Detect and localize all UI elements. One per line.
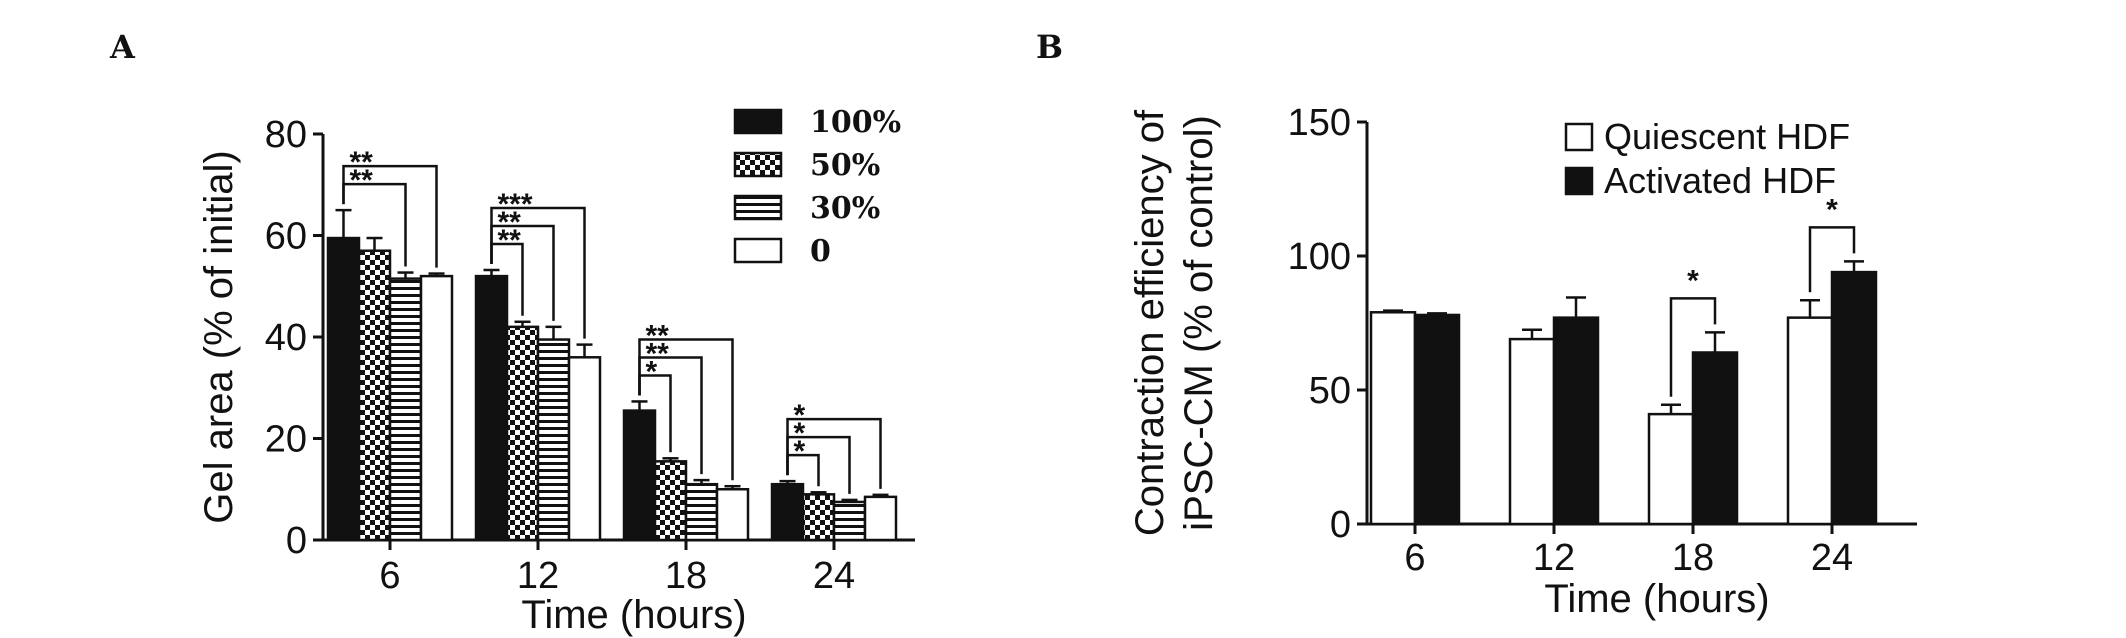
y-tick-label: 150 xyxy=(1288,102,1351,144)
y-tick-label: 100 xyxy=(1288,236,1351,278)
y-tick-label: 0 xyxy=(1330,504,1351,546)
bar xyxy=(1691,351,1739,526)
bar xyxy=(357,249,392,542)
bar xyxy=(715,488,750,542)
y-tick-label: 50 xyxy=(1309,370,1351,412)
bar xyxy=(1786,316,1834,526)
bar xyxy=(474,274,509,542)
y-tick-label: 60 xyxy=(265,216,307,258)
y-axis-title-line1: Contraction efficiency of xyxy=(1128,109,1172,536)
significance-bracket xyxy=(1808,226,1856,293)
significance-bracket xyxy=(638,374,672,453)
legend-label: 50% xyxy=(810,148,880,183)
x-axis-title: Time (hours) xyxy=(1544,577,1769,621)
y-tick-label: 20 xyxy=(265,419,307,461)
y-axis-title-line2: iPSC-CM (% of control) xyxy=(1177,115,1221,531)
x-tick-label: 12 xyxy=(517,555,559,597)
legend-swatch xyxy=(733,237,783,264)
legend-swatch xyxy=(1564,166,1594,196)
bar xyxy=(801,493,836,542)
x-tick-label: 24 xyxy=(1811,537,1853,579)
significance-label: * xyxy=(794,399,806,432)
legend-swatch xyxy=(1564,122,1594,152)
significance-bracket xyxy=(342,182,407,267)
legend-label: 100% xyxy=(810,105,901,140)
bar xyxy=(567,356,602,542)
x-tick-label: 12 xyxy=(1533,537,1575,579)
significance-label: ** xyxy=(350,164,374,197)
legend-label: 0 xyxy=(810,234,831,269)
significance-label: * xyxy=(1687,264,1699,297)
x-tick-label: 18 xyxy=(1672,537,1714,579)
panel-b-chart: B 0 50 100 150 6 12 18 24 * * Contraction efficienc… xyxy=(1036,28,1917,621)
x-axis-title: Time (hours) xyxy=(521,593,746,637)
legend-label: Quiescent HDF xyxy=(1604,116,1850,157)
x-tick-label: 24 xyxy=(813,555,855,597)
significance-bracket xyxy=(1669,297,1717,397)
significance-bracket xyxy=(490,242,524,316)
bar xyxy=(536,338,571,542)
bar xyxy=(419,274,454,542)
significance-label: * xyxy=(646,355,658,388)
significance-label: ** xyxy=(646,319,670,352)
significance-label: * xyxy=(1826,193,1838,226)
bar xyxy=(770,482,805,542)
legend-swatch xyxy=(733,194,783,221)
significance-label: ** xyxy=(498,224,522,257)
significance-label: * xyxy=(794,435,806,468)
bar xyxy=(326,236,361,542)
legend-swatch xyxy=(733,108,783,135)
significance-label: * xyxy=(794,417,806,450)
significance-label: ** xyxy=(646,337,670,370)
significance-label: ** xyxy=(350,146,374,179)
bar xyxy=(1508,337,1556,526)
y-tick-label: 80 xyxy=(265,114,307,156)
y-tick-label: 40 xyxy=(265,317,307,359)
bar xyxy=(388,277,423,542)
bar xyxy=(1830,270,1878,526)
panel-b-letter: B xyxy=(1036,28,1063,66)
panel-a-letter: A xyxy=(109,28,136,66)
bar xyxy=(505,325,540,542)
bar xyxy=(1369,311,1417,526)
bar xyxy=(832,500,867,542)
legend-swatch xyxy=(733,151,783,178)
bar xyxy=(1413,313,1461,526)
significance-label: *** xyxy=(498,188,533,221)
bar xyxy=(1647,412,1695,526)
legend-label: 30% xyxy=(810,191,880,226)
x-tick-label: 6 xyxy=(1404,537,1425,579)
y-axis-title: Gel area (% of initial) xyxy=(197,150,241,523)
y-tick-label: 0 xyxy=(286,520,307,562)
significance-bracket xyxy=(786,453,820,487)
significance-label: ** xyxy=(498,206,522,239)
bar xyxy=(863,495,898,542)
bar xyxy=(622,409,657,542)
x-tick-label: 6 xyxy=(379,555,400,597)
bar xyxy=(684,482,719,542)
bar xyxy=(653,460,688,542)
bar xyxy=(1552,316,1600,526)
x-tick-label: 18 xyxy=(665,555,707,597)
legend-label: Activated HDF xyxy=(1604,160,1836,201)
